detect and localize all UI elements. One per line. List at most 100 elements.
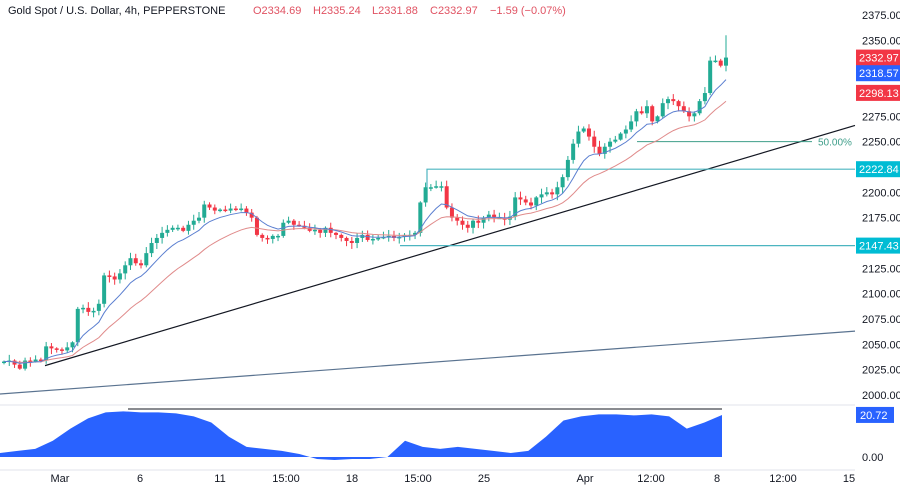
candle-body [629, 121, 634, 130]
candle-body [513, 197, 518, 217]
fib-50-label: 50.00% [818, 138, 852, 149]
resistance-level-tag-bg [856, 161, 900, 178]
candle-body [608, 141, 613, 147]
candle-body [423, 187, 428, 203]
time-axis-tick: 12:00 [769, 473, 797, 485]
candle-body [623, 129, 628, 134]
candle-body [307, 227, 312, 231]
candle-body [102, 275, 107, 304]
candle-body [539, 194, 544, 198]
candle-body [160, 232, 165, 238]
price-axis-tick: 2350.00 [862, 35, 900, 47]
candle-body [702, 93, 707, 102]
ohlc-high: H2335.24 [313, 5, 361, 17]
ema-slow-tag: 2298.13 [859, 88, 899, 100]
candle-body [107, 275, 112, 277]
price-axis-tick: 2375.00 [862, 10, 900, 22]
candle-body [17, 364, 22, 369]
candle-body [254, 217, 259, 235]
candle-body [365, 234, 370, 240]
time-axis-tick: Apr [576, 473, 593, 485]
time-axis-tick: 18 [346, 473, 358, 485]
ema-fast-tag: 2318.57 [859, 68, 899, 80]
candle-body [276, 235, 281, 238]
candle-body [12, 360, 17, 365]
candle-body [239, 208, 244, 211]
candle-body [460, 220, 465, 225]
price-axis-tick: 2050.00 [862, 339, 900, 351]
candle-body [718, 60, 723, 66]
candle-body [196, 217, 201, 221]
candle-body [687, 111, 692, 117]
price-axis-tick: 2200.00 [862, 187, 900, 199]
candle-body [618, 133, 623, 140]
candle-body [360, 234, 365, 238]
candle-body [481, 217, 486, 223]
time-axis-tick: 15 [843, 473, 855, 485]
candle-body [218, 209, 223, 212]
candle-body [270, 235, 275, 239]
candle-body [444, 186, 449, 208]
candle-body [339, 234, 344, 238]
candle-body [86, 307, 91, 312]
candle-body [613, 139, 618, 142]
candle-body [560, 177, 565, 188]
candle-body [96, 303, 101, 311]
candle-body [555, 187, 560, 195]
candle-body [139, 263, 144, 266]
price-axis-tick: 2075.00 [862, 314, 900, 326]
time-axis-tick: 11 [214, 473, 225, 485]
candle-body [465, 224, 470, 228]
candle-body [112, 276, 117, 280]
candle-body [370, 238, 375, 241]
candle-body [123, 265, 128, 274]
candle-body [455, 217, 460, 221]
candle-body [471, 220, 476, 228]
candle-body [249, 212, 254, 218]
candle-body [639, 111, 644, 114]
candle-body [286, 220, 291, 223]
price-axis-tick: 2100.00 [862, 289, 900, 301]
price-axis-tick: 2125.00 [862, 263, 900, 275]
oscillator-area [0, 411, 722, 461]
candle-body [676, 101, 681, 107]
candle-body [149, 243, 154, 254]
candle-body [28, 360, 33, 363]
candle-body [328, 227, 333, 233]
candle-body [586, 128, 591, 137]
candle-body [713, 60, 718, 63]
candle-body [212, 207, 217, 211]
candle-body [486, 214, 491, 218]
candle-body [597, 146, 602, 154]
candle-body [281, 222, 286, 236]
candle-body [449, 207, 454, 218]
candle-body [44, 346, 49, 361]
candle-body [202, 204, 207, 218]
candle-body [571, 143, 576, 160]
time-axis-tick: Mar [51, 473, 70, 485]
candle-body [186, 224, 191, 231]
candle-body [260, 234, 265, 238]
candle-body [565, 159, 570, 178]
candle-body [228, 208, 233, 211]
time-axis-tick: 15:00 [404, 473, 432, 485]
time-axis-tick: 6 [137, 473, 143, 485]
candle-body [2, 361, 6, 364]
candle-body [181, 227, 186, 231]
candle-body [265, 237, 270, 240]
candle-body [165, 229, 170, 233]
chart-title: Gold Spot / U.S. Dollar, 4h, PEPPERSTONE [8, 5, 225, 17]
candle-body [376, 237, 381, 240]
support-level-tag: 2147.43 [859, 241, 899, 253]
price-axis-tick: 2250.00 [862, 137, 900, 149]
oscillator-value-tag: 20.72 [860, 410, 888, 422]
time-axis-tick: 25 [478, 473, 490, 485]
ohlc-low: L2331.88 [372, 5, 418, 17]
candle-body [523, 199, 528, 203]
candle-body [534, 197, 539, 206]
candle-body [291, 220, 296, 225]
candle-body [170, 227, 175, 230]
candle-body [65, 347, 70, 351]
candle-body [323, 227, 328, 233]
